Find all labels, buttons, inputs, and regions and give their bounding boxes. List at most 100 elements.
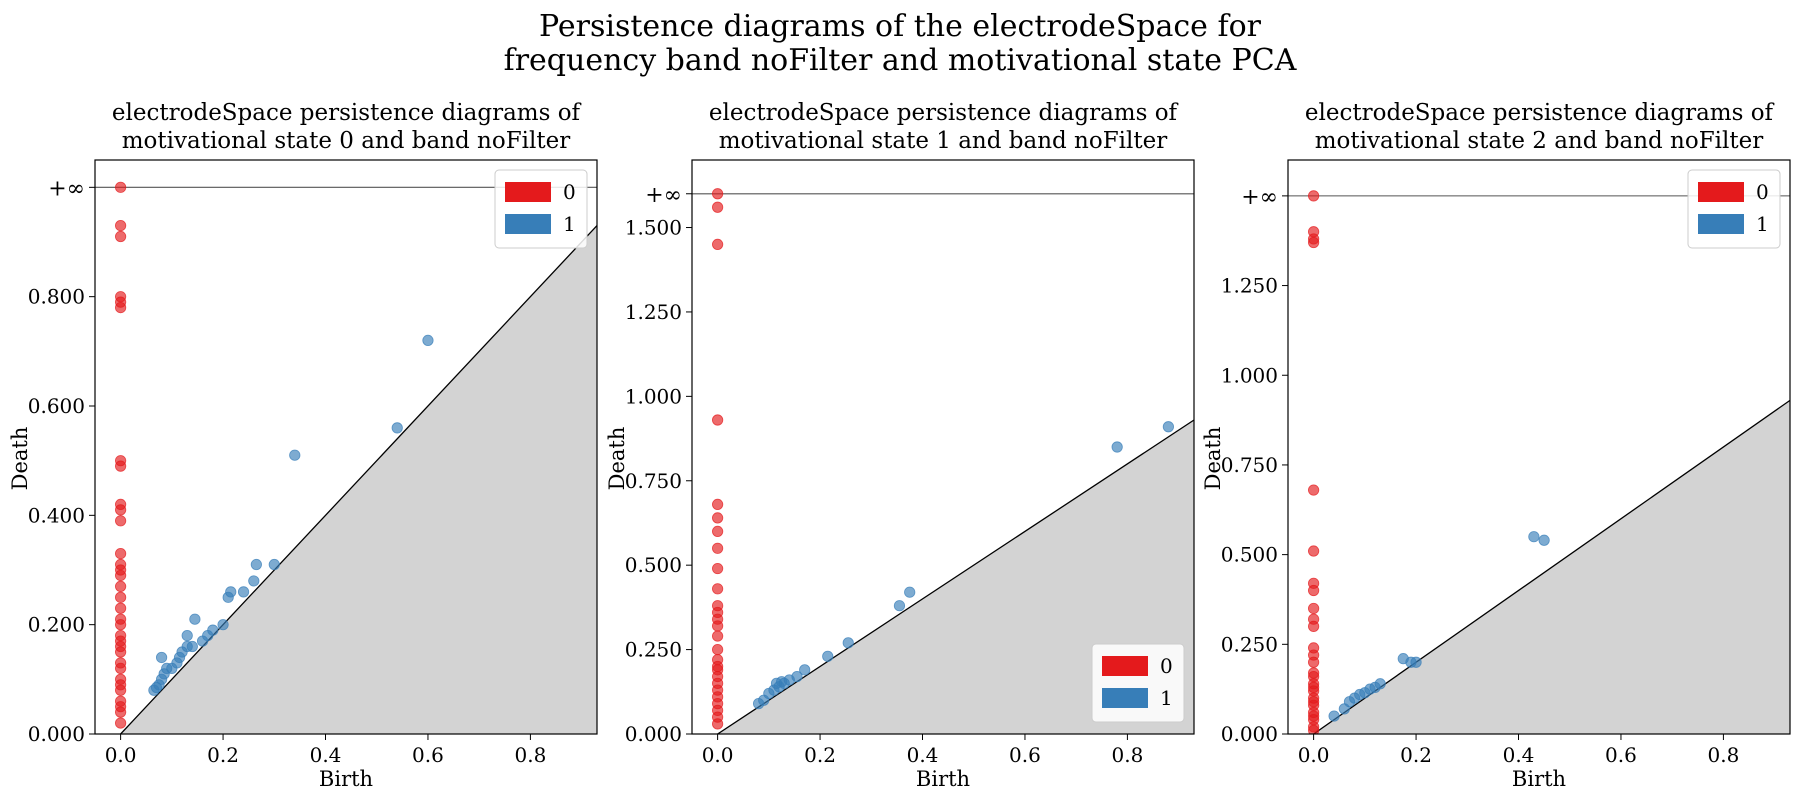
legend-swatch [1102,688,1148,708]
y-tick-label: 1.000 [625,384,682,408]
point-dim0 [712,542,724,554]
point-dim0 [712,201,724,213]
y-tick-label: 0.750 [1221,453,1278,477]
x-tick-label: 0.8 [1708,743,1740,767]
subplot-title-line2: motivational state 1 and band noFilter [719,128,1168,154]
point-dim1 [1374,678,1386,690]
y-axis-label: Death [8,427,32,491]
y-axis-label: Death [1201,427,1225,491]
point-dim1 [181,629,193,642]
point-dim0 [115,455,127,467]
y-tick-label: 0.500 [1221,543,1278,567]
subplot-title-line2: motivational state 2 and band noFilter [1315,128,1764,154]
point-dim1 [268,558,280,571]
figure-title-line1: Persistence diagrams of the electrodeSpa… [539,9,1261,44]
point-dim0 [115,580,127,593]
y-tick-label: 0.400 [28,503,85,527]
panel-1: 0.0 0.2 0.4 0.6 0.8 0.000 0.250 0.500 0.750 1.000… [605,100,1195,791]
point-dim0 [1308,602,1320,615]
point-dim1 [799,664,811,676]
point-dim0 [115,547,127,560]
point-dim1 [822,650,834,662]
point-dim0 [712,562,724,575]
legend-label: 1 [1160,686,1173,710]
point-dim0 [115,613,127,625]
legend-label: 1 [563,212,576,236]
point-dim0 [1308,667,1320,679]
point-dim0 [115,220,127,232]
point-dim1 [1410,656,1422,668]
y-tick-label: 0.800 [28,285,85,309]
point-dim0 [1308,545,1320,557]
point-dim1 [225,586,237,598]
x-tick-label: 0.6 [412,743,444,767]
x-tick-label: 0.0 [1298,743,1330,767]
point-dim1 [842,637,854,649]
point-dim0 [712,188,724,200]
point-dim1 [1328,710,1340,722]
point-dim0 [115,673,127,685]
infinity-tick-label: +∞ [1241,185,1278,210]
legend: 01 [1687,169,1781,249]
point-dim1 [422,334,434,346]
y-tick-label: 0.200 [28,613,85,637]
x-axis-label: Birth [916,767,970,791]
point-dim1 [250,558,262,571]
point-dim1 [189,613,201,625]
y-tick-label: 1.250 [1221,274,1278,298]
x-tick-label: 0.0 [702,743,734,767]
point-dim0 [712,630,724,642]
point-dim0 [115,291,127,303]
point-dim0 [712,238,724,251]
legend-label: 1 [1756,212,1769,236]
x-tick-label: 0.4 [907,743,939,767]
y-axis-label: Death [605,427,629,491]
x-axis-label: Birth [319,767,373,791]
point-dim1 [1528,531,1540,543]
legend-swatch [1698,182,1744,202]
subplot-title-line1: electrodeSpace persistence diagrams of [112,100,582,126]
point-dim0 [115,515,127,527]
panel-0: 0.0 0.2 0.4 0.6 0.8 0.000 0.200 0.400 0.600 0.800… [8,100,598,791]
x-tick-label: 0.2 [1400,743,1432,767]
subplot-title-line1: electrodeSpace persistence diagrams of [1305,100,1775,126]
y-tick-label: 0.250 [1221,632,1278,656]
legend-label: 0 [1160,654,1173,678]
x-axis-label: Birth [1512,767,1566,791]
point-dim1 [391,422,403,434]
y-tick-label: 0.000 [1221,722,1278,746]
point-dim1 [248,575,260,587]
x-tick-label: 0.8 [1112,743,1144,767]
point-dim0 [1308,226,1320,238]
legend: 01 [494,169,588,249]
point-dim0 [115,230,127,243]
point-dim0 [712,414,724,426]
figure-title-line2: frequency band noFilter and motivational… [503,43,1297,78]
point-dim0 [712,525,724,538]
point-dim1 [1538,534,1550,546]
point-dim1 [237,586,250,598]
y-tick-label: 1.500 [625,216,682,240]
x-tick-label: 0.6 [1605,743,1637,767]
subplot-title-line1: electrodeSpace persistence diagrams of [709,100,1179,126]
y-tick-label: 0.250 [625,638,682,662]
x-tick-label: 0.4 [310,743,342,767]
point-dim0 [712,512,724,524]
point-dim0 [115,602,127,614]
point-dim0 [115,591,127,603]
point-dim0 [1308,190,1320,202]
y-tick-label: 0.600 [28,394,85,418]
point-dim0 [115,558,127,571]
point-dim1 [1111,441,1123,453]
legend-swatch [505,214,551,234]
legend-swatch [1102,656,1148,676]
x-tick-label: 0.0 [105,743,137,767]
y-tick-label: 0.000 [625,722,682,746]
point-dim0 [1308,484,1320,496]
point-dim1 [904,586,916,598]
axes-frame [94,159,598,735]
legend: 01 [1091,643,1185,723]
x-tick-label: 0.6 [1009,743,1041,767]
